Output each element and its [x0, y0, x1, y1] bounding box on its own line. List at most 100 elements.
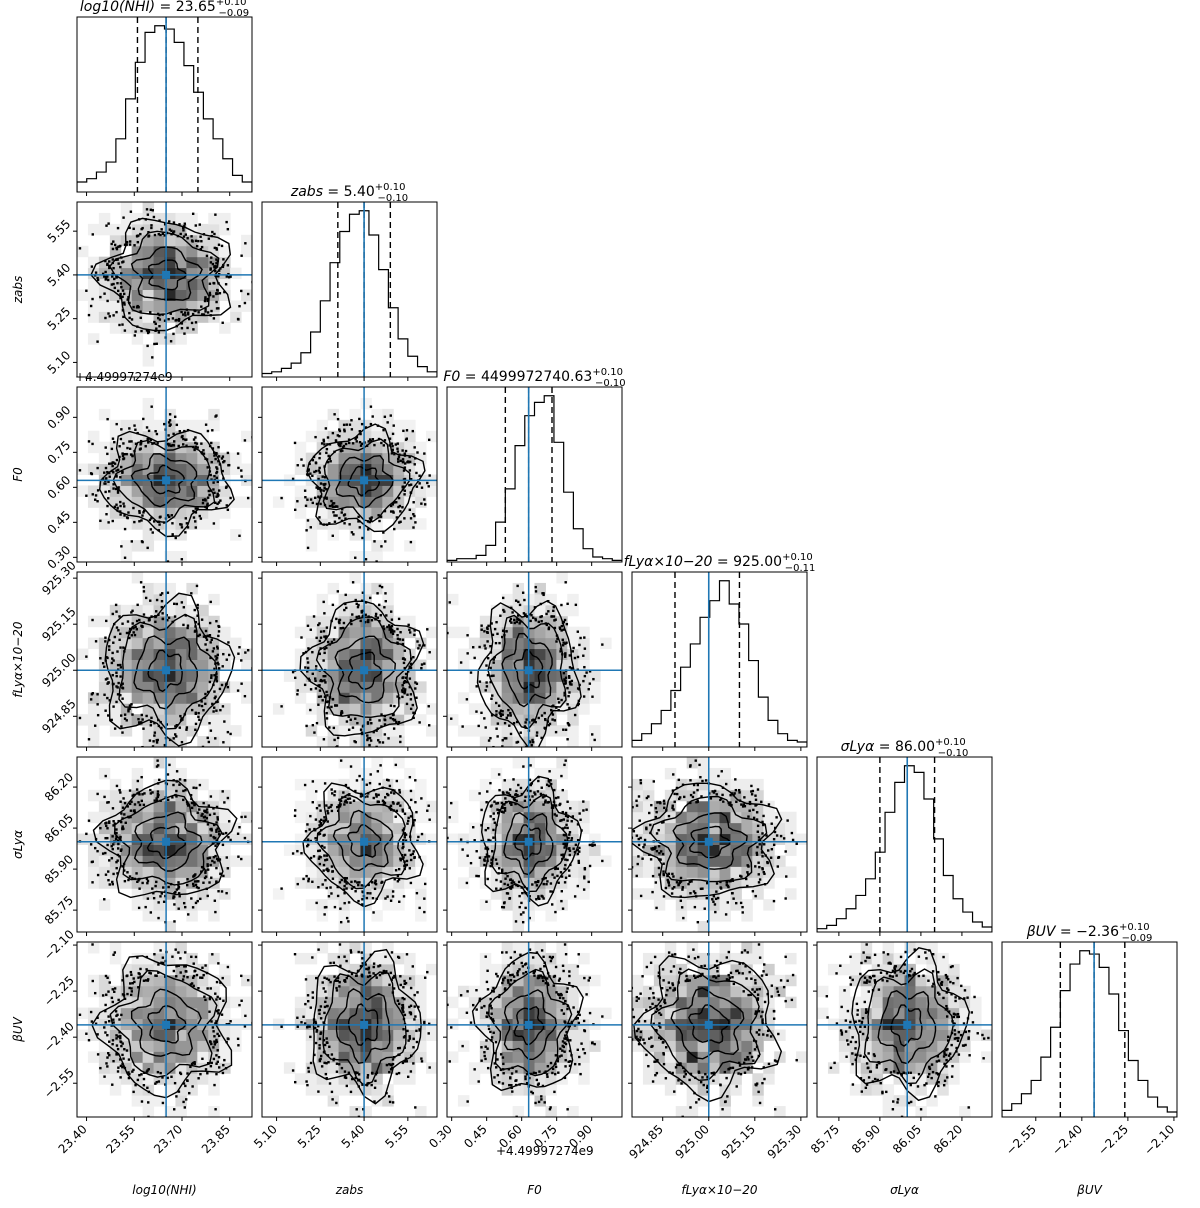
- sample-point: [545, 623, 549, 627]
- sample-point: [350, 880, 353, 884]
- density-cell: [186, 463, 198, 475]
- sample-point: [559, 819, 562, 822]
- sample-point: [403, 679, 407, 683]
- sample-point: [111, 437, 115, 440]
- density-cell: [153, 529, 165, 541]
- sample-point: [206, 429, 210, 433]
- density-cell: [109, 1062, 122, 1074]
- sample-point: [388, 626, 392, 629]
- sample-point: [136, 880, 139, 884]
- sample-point: [111, 651, 114, 655]
- sample-point: [395, 720, 398, 724]
- density-cell: [197, 888, 209, 900]
- sample-point: [509, 714, 512, 717]
- density-cell: [316, 463, 329, 475]
- sample-point: [553, 619, 556, 622]
- density-cell: [349, 844, 361, 856]
- sample-point: [323, 679, 326, 682]
- density-cell: [404, 430, 416, 443]
- sample-point: [204, 871, 207, 874]
- sample-point: [191, 197, 193, 199]
- density-cell: [360, 485, 372, 497]
- density-cell: [197, 833, 209, 845]
- sample-point: [677, 883, 680, 887]
- sample-point: [302, 464, 305, 467]
- sample-point: [528, 798, 531, 802]
- sample-point: [485, 801, 488, 804]
- density-cell: [730, 899, 742, 911]
- sample-point: [510, 621, 513, 624]
- sample-point: [149, 311, 152, 314]
- sample-point: [216, 480, 219, 483]
- density-cell: [87, 311, 100, 323]
- sample-point: [486, 847, 490, 851]
- sample-point: [190, 321, 194, 325]
- sample-point: [150, 226, 153, 230]
- sample-point: [175, 735, 178, 738]
- sample-point: [557, 881, 560, 884]
- density-cell: [382, 778, 394, 791]
- sample-point: [384, 897, 387, 900]
- density-cell: [153, 223, 165, 236]
- density-cell: [752, 778, 764, 791]
- density-cell: [120, 496, 133, 508]
- sample-point: [112, 659, 115, 662]
- density-cell: [186, 507, 198, 519]
- density-cell: [426, 703, 437, 715]
- density-cell: [131, 899, 144, 911]
- sample-point: [593, 843, 596, 847]
- sample-point: [151, 887, 154, 890]
- sample-point: [103, 275, 106, 278]
- density-cell: [153, 888, 165, 900]
- density-cell: [142, 648, 155, 660]
- sample-point: [508, 793, 512, 797]
- sample-point: [345, 801, 349, 804]
- sample-point: [333, 505, 337, 508]
- sample-point: [386, 895, 389, 898]
- sample-point: [545, 883, 548, 886]
- sample-point: [134, 625, 137, 629]
- sample-point: [343, 513, 347, 516]
- sample-point: [123, 303, 126, 306]
- sample-point: [752, 816, 756, 820]
- density-cell: [120, 659, 133, 671]
- density-cell: [415, 910, 427, 922]
- density-cell: [415, 855, 427, 867]
- sample-point: [729, 879, 732, 883]
- density-cell: [142, 496, 155, 508]
- contour-level-4: [632, 782, 783, 899]
- density-cell: [208, 223, 220, 236]
- sample-point: [200, 751, 202, 753]
- sample-point: [502, 906, 506, 909]
- sample-point: [402, 469, 406, 472]
- sample-point: [209, 641, 212, 644]
- density-cell: [164, 789, 176, 802]
- sample-point: [213, 454, 216, 457]
- density-cell: [382, 844, 394, 856]
- density-cell: [371, 637, 383, 650]
- sample-point: [107, 480, 110, 483]
- sample-point: [447, 631, 449, 635]
- sample-point: [115, 700, 118, 704]
- sample-point: [428, 438, 431, 442]
- sample-point: [598, 883, 600, 885]
- sample-point: [359, 728, 363, 731]
- sample-point: [179, 232, 182, 236]
- density-cell: [175, 463, 187, 475]
- sample-point: [121, 295, 124, 298]
- sample-point: [331, 505, 334, 509]
- sample-point: [643, 843, 646, 846]
- sample-point: [171, 444, 174, 447]
- density-cell: [175, 692, 187, 704]
- density-cell: [501, 615, 514, 628]
- sample-point: [204, 702, 207, 706]
- sample-point: [398, 504, 402, 508]
- sample-point: [408, 775, 412, 779]
- sample-point: [576, 630, 580, 633]
- sample-point: [204, 875, 208, 878]
- sample-point: [293, 441, 297, 445]
- density-cell: [186, 311, 198, 323]
- density-cell: [360, 714, 372, 726]
- sample-point: [371, 415, 374, 418]
- sample-point: [662, 873, 666, 877]
